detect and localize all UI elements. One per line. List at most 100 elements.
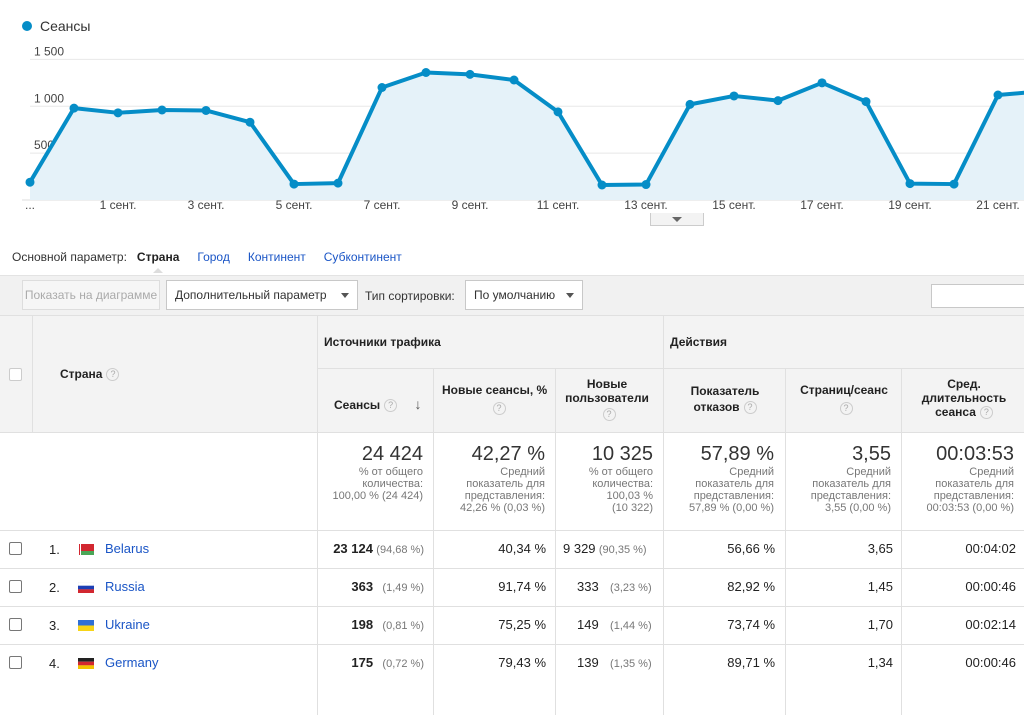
data-point[interactable] xyxy=(905,179,915,189)
total-avg-duration: 00:03:53 Средний показатель для представ… xyxy=(926,443,1014,514)
header-new-sessions[interactable]: Новые сеансы, % ? xyxy=(442,383,548,416)
x-tick-label: 9 сент. xyxy=(452,198,489,212)
pages-cell: 3,65 xyxy=(867,541,893,556)
data-point[interactable] xyxy=(861,97,871,107)
sort-type-dropdown[interactable]: По умолчанию xyxy=(465,280,583,310)
group-traffic-sources: Источники трафика xyxy=(324,335,441,349)
country-link[interactable]: Germany xyxy=(105,655,159,670)
x-tick-label: 3 сент. xyxy=(188,198,225,212)
help-icon[interactable]: ? xyxy=(384,399,398,413)
data-point[interactable] xyxy=(993,90,1003,100)
x-tick-label: 1 сент. xyxy=(100,198,137,212)
help-icon[interactable]: ? xyxy=(839,402,853,416)
new-users-cell: 139 (1,35 %) xyxy=(577,655,652,670)
new-users-cell: 333 (3,23 %) xyxy=(577,579,652,594)
x-tick-label: 11 сент. xyxy=(537,198,580,212)
dimension-city[interactable]: Город xyxy=(197,250,230,264)
data-point[interactable] xyxy=(25,177,35,187)
sessions-cell: 175 (0,72 %) xyxy=(351,655,424,670)
data-point[interactable] xyxy=(773,96,783,106)
data-point[interactable] xyxy=(157,105,167,115)
new-sessions-cell: 91,74 % xyxy=(498,579,546,594)
data-point[interactable] xyxy=(333,178,343,188)
data-point[interactable] xyxy=(113,108,123,118)
caret-down-icon xyxy=(341,293,349,298)
x-tick-label: 19 сент. xyxy=(888,198,931,212)
data-point[interactable] xyxy=(729,91,739,101)
data-point[interactable] xyxy=(641,180,651,190)
sessions-cell: 363 (1,49 %) xyxy=(351,579,424,594)
select-all-checkbox[interactable] xyxy=(9,368,22,381)
header-sessions[interactable]: Сеансы? ↓ xyxy=(334,396,422,413)
header-bounce-rate[interactable]: Показатель отказов? xyxy=(690,384,760,415)
flag-russia-icon xyxy=(78,582,94,593)
x-tick-label: 13 сент. xyxy=(624,198,667,212)
row-checkbox[interactable] xyxy=(9,580,22,593)
dimension-continent[interactable]: Континент xyxy=(247,250,306,264)
data-point[interactable] xyxy=(289,179,299,189)
help-icon[interactable]: ? xyxy=(743,401,757,415)
data-point[interactable] xyxy=(465,69,475,79)
sort-arrow-down-icon[interactable]: ↓ xyxy=(414,396,422,412)
sessions-line xyxy=(28,70,1024,187)
help-icon[interactable]: ? xyxy=(492,402,506,416)
legend-label: Сеансы xyxy=(40,18,91,34)
sort-type-label: Тип сортировки: xyxy=(365,289,455,303)
x-tick-label: 5 сент. xyxy=(276,198,313,212)
legend-dot xyxy=(22,21,32,31)
table-toolbar: Показать на диаграмме Дополнительный пар… xyxy=(0,275,1024,315)
row-number: 4. xyxy=(49,656,60,671)
duration-cell: 00:02:14 xyxy=(965,617,1016,632)
country-link[interactable]: Belarus xyxy=(105,541,150,556)
help-icon[interactable]: ? xyxy=(979,406,993,420)
duration-cell: 00:04:02 xyxy=(965,541,1016,556)
x-tick-label: 7 сент. xyxy=(364,198,401,212)
bounce-cell: 82,92 % xyxy=(727,579,775,594)
help-icon[interactable]: ? xyxy=(602,408,616,422)
header-new-users[interactable]: Новые пользователи ? xyxy=(565,377,649,422)
country-link[interactable]: Russia xyxy=(105,579,145,594)
row-number: 1. xyxy=(49,542,60,557)
country-link[interactable]: Ukraine xyxy=(105,617,150,632)
caret-down-icon xyxy=(566,293,574,298)
header-country[interactable]: Страна? xyxy=(60,367,120,382)
chart-collapse-handle[interactable] xyxy=(650,213,704,226)
data-point[interactable] xyxy=(817,78,827,88)
data-point[interactable] xyxy=(509,75,519,85)
group-actions: Действия xyxy=(670,335,728,349)
row-checkbox[interactable] xyxy=(9,618,22,631)
primary-dimension-label: Основной параметр: xyxy=(12,250,127,264)
row-checkbox[interactable] xyxy=(9,542,22,555)
total-new-users: 10 325 % от общего количества: 100,03 % … xyxy=(588,443,653,514)
data-point[interactable] xyxy=(201,105,211,115)
sessions-cell: 198 (0,81 %) xyxy=(351,617,424,632)
data-point[interactable] xyxy=(685,99,695,109)
pages-cell: 1,34 xyxy=(867,655,893,670)
header-avg-duration[interactable]: Сред. длительность сеанса? xyxy=(921,377,1007,420)
row-checkbox[interactable] xyxy=(9,656,22,669)
header-pages-per-session[interactable]: Страниц/сеанс ? xyxy=(800,383,888,416)
table-search-input[interactable] xyxy=(931,284,1024,308)
row-number: 2. xyxy=(49,580,60,595)
chevron-down-icon xyxy=(672,216,682,222)
plot-rows-button[interactable]: Показать на диаграмме xyxy=(22,280,160,310)
new-sessions-cell: 79,43 % xyxy=(498,655,546,670)
data-point[interactable] xyxy=(949,179,959,189)
bounce-cell: 56,66 % xyxy=(727,541,775,556)
sort-type-value: По умолчанию xyxy=(474,288,556,302)
duration-cell: 00:00:46 xyxy=(965,579,1016,594)
help-icon[interactable]: ? xyxy=(106,368,120,382)
data-point[interactable] xyxy=(421,68,431,77)
data-point[interactable] xyxy=(245,117,255,127)
data-point[interactable] xyxy=(377,83,387,92)
bounce-cell: 89,71 % xyxy=(727,655,775,670)
total-new-sessions: 42,27 % Средний показатель для представл… xyxy=(460,443,545,514)
sessions-area xyxy=(30,72,1024,200)
secondary-dimension-dropdown[interactable]: Дополнительный параметр xyxy=(166,280,358,310)
dimension-subcontinent[interactable]: Субконтинент xyxy=(323,250,402,264)
dimension-country[interactable]: Страна xyxy=(136,250,180,273)
y-tick-label: 1 000 xyxy=(34,91,64,105)
data-point[interactable] xyxy=(597,180,607,190)
data-point[interactable] xyxy=(553,107,563,117)
data-point[interactable] xyxy=(69,103,79,113)
